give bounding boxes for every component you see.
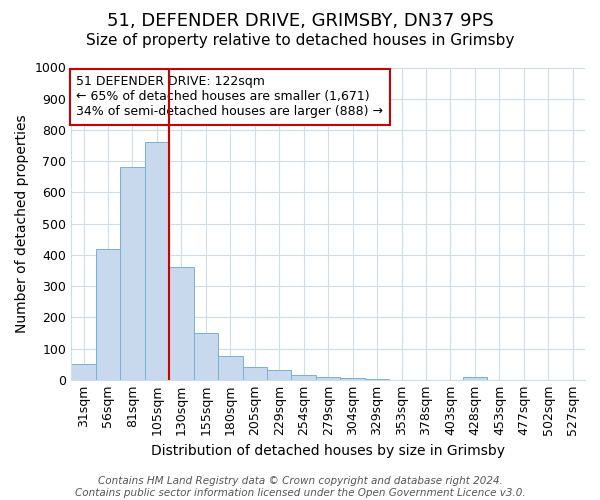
Bar [267, 370, 292, 380]
Bar [242, 368, 267, 380]
Bar [316, 376, 340, 380]
X-axis label: Distribution of detached houses by size in Grimsby: Distribution of detached houses by size … [151, 444, 505, 458]
Bar [71, 364, 96, 380]
Bar [218, 356, 242, 380]
Y-axis label: Number of detached properties: Number of detached properties [15, 114, 29, 333]
Bar [194, 333, 218, 380]
Bar [292, 375, 316, 380]
Text: Contains HM Land Registry data © Crown copyright and database right 2024.
Contai: Contains HM Land Registry data © Crown c… [74, 476, 526, 498]
Bar [340, 378, 365, 380]
Text: 51 DEFENDER DRIVE: 122sqm
← 65% of detached houses are smaller (1,671)
34% of se: 51 DEFENDER DRIVE: 122sqm ← 65% of detac… [76, 76, 383, 118]
Bar [365, 379, 389, 380]
Bar [120, 168, 145, 380]
Bar [463, 378, 487, 380]
Bar [169, 268, 194, 380]
Bar [145, 142, 169, 380]
Text: 51, DEFENDER DRIVE, GRIMSBY, DN37 9PS: 51, DEFENDER DRIVE, GRIMSBY, DN37 9PS [107, 12, 493, 30]
Bar [96, 248, 120, 380]
Text: Size of property relative to detached houses in Grimsby: Size of property relative to detached ho… [86, 32, 514, 48]
